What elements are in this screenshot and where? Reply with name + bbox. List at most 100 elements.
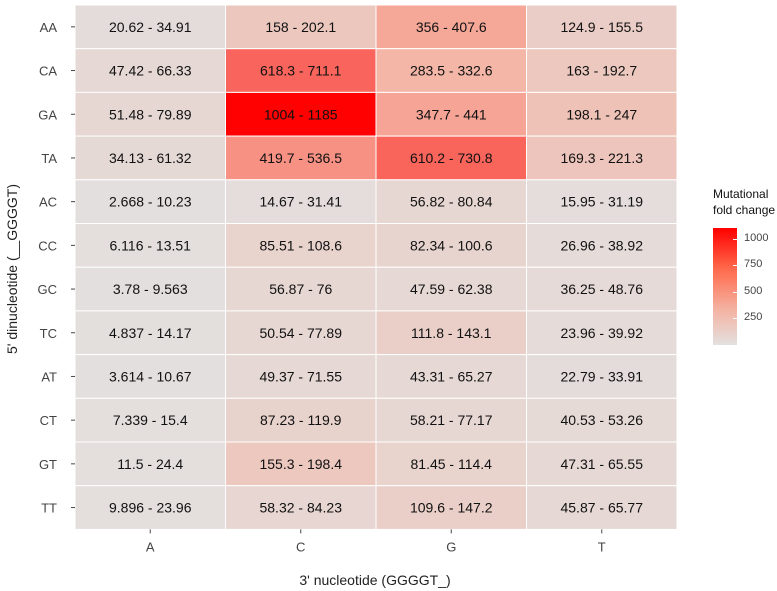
cell-label: 283.5 - 332.6: [410, 63, 493, 79]
cell-label: 43.31 - 65.27: [410, 368, 493, 384]
cell-label: 2.668 - 10.23: [109, 194, 192, 210]
legend-tick-label: 500: [744, 284, 763, 297]
cell-label: 40.53 - 53.26: [560, 412, 643, 428]
cell-label: 1004 - 1185: [264, 106, 338, 122]
heatmap-cell: [526, 223, 678, 268]
cell-label: 356 - 407.6: [416, 19, 487, 35]
cell-label: 20.62 - 34.91: [109, 19, 192, 35]
cell-label: 618.3 - 711.1: [260, 63, 342, 79]
cell-label: 4.837 - 14.17: [109, 325, 192, 341]
cell-label: 82.34 - 100.6: [410, 237, 493, 253]
cell-label: 81.45 - 114.4: [411, 456, 493, 472]
cell-label: 109.6 - 147.2: [410, 500, 493, 516]
legend-tick-mark: [733, 318, 737, 320]
y-tick-label: AT: [41, 369, 57, 384]
cell-label: 87.23 - 119.9: [260, 412, 342, 428]
legend-tick-mark: [733, 265, 737, 267]
legend-title-line-1: Mutational: [713, 187, 769, 201]
cell-label: 111.8 - 143.1: [411, 325, 492, 341]
cell-label: 169.3 - 221.3: [560, 150, 643, 166]
heatmap-cell: [74, 4, 226, 50]
x-tick-label: T: [598, 539, 606, 554]
cell-label: 155.3 - 198.4: [259, 456, 342, 472]
heatmap-cell: [375, 48, 527, 93]
heatmap-cell: [375, 397, 527, 443]
heatmap-cell: [526, 91, 678, 137]
heatmap-cell: [375, 4, 527, 50]
cell-label: 6.116 - 13.51: [110, 237, 192, 253]
heatmap-cell: [225, 397, 377, 443]
heatmap-cell: [74, 485, 226, 530]
heatmap-cell: [225, 4, 377, 50]
legend-tick-label: 1000: [744, 231, 769, 244]
cell-label: 7.339 - 15.4: [113, 412, 188, 428]
heatmap-cell: [225, 91, 377, 137]
heatmap-cell: [375, 485, 527, 530]
cell-label: 15.95 - 31.19: [560, 194, 643, 210]
y-tick-label: AC: [39, 195, 57, 210]
cell-label: 51.48 - 79.89: [109, 106, 192, 122]
y-tick-label: AA: [40, 20, 58, 35]
y-tick-label: GC: [38, 282, 58, 297]
cell-label: 45.87 - 65.77: [560, 500, 643, 516]
legend-title-line-2: fold change: [713, 203, 776, 217]
legend-tick-label: 250: [744, 311, 763, 324]
heatmap-cell: [74, 310, 226, 356]
heatmap-cell: [74, 135, 226, 181]
legend-tick-mark: [733, 238, 737, 240]
heatmap-cell: [74, 266, 226, 312]
heatmap-cell: [375, 223, 527, 268]
cell-label: 198.1 - 247: [566, 106, 637, 122]
x-tick-label: G: [446, 539, 456, 554]
heatmap-cell: [225, 179, 377, 225]
y-tick-label: CT: [40, 413, 57, 428]
cell-label: 124.9 - 155.5: [560, 19, 643, 35]
legend-tick-label: 750: [744, 258, 763, 271]
cell-label: 3.614 - 10.67: [109, 368, 192, 384]
heatmap-cell: [526, 48, 678, 93]
y-tick-label: TC: [40, 326, 57, 341]
cell-label: 163 - 192.7: [566, 63, 637, 79]
cell-label: 347.7 - 441: [416, 106, 487, 122]
cell-label: 56.82 - 80.84: [410, 194, 493, 210]
heatmap-cell: [375, 441, 527, 487]
y-tick-label: GA: [38, 107, 57, 122]
y-axis-title: 5' dinucleotide (__GGGGT): [4, 184, 20, 354]
heatmap-cell: [375, 354, 527, 399]
heatmap-cell: [526, 266, 678, 312]
heatmap-cell: [526, 179, 678, 225]
heatmap-cell: [526, 485, 678, 530]
cell-label: 56.87 - 76: [269, 281, 332, 297]
y-tick-label: GT: [39, 457, 57, 472]
cell-label: 419.7 - 536.5: [259, 150, 342, 166]
legend-colorbar: [713, 228, 737, 345]
y-tick-label: TA: [41, 151, 57, 166]
heatmap-cell: [74, 223, 226, 268]
cell-label: 158 - 202.1: [265, 19, 336, 35]
heatmap-cell: [225, 223, 377, 268]
heatmap-cell: [225, 266, 377, 312]
cell-label: 3.78 - 9.563: [113, 281, 188, 297]
cell-label: 26.96 - 38.92: [560, 237, 643, 253]
cell-label: 85.51 - 108.6: [259, 237, 342, 253]
heatmap-cell: [225, 485, 377, 530]
cell-label: 47.31 - 65.55: [560, 456, 643, 472]
x-tick-label: A: [146, 539, 155, 554]
cell-label: 14.67 - 31.41: [259, 194, 342, 210]
heatmap-cell: [375, 179, 527, 225]
x-axis-title: 3' nucleotide (GGGGT_): [299, 572, 451, 588]
heatmap-cell: [74, 179, 226, 225]
cell-label: 34.13 - 61.32: [109, 150, 192, 166]
y-tick-label: TT: [41, 501, 57, 516]
cell-label: 58.21 - 77.17: [410, 412, 493, 428]
heatmap-cell: [526, 310, 678, 356]
y-tick-label: CC: [38, 238, 57, 253]
x-tick-label: C: [296, 539, 305, 554]
cell-label: 47.59 - 62.38: [410, 281, 493, 297]
cell-label: 49.37 - 71.55: [259, 368, 342, 384]
cell-label: 50.54 - 77.89: [259, 325, 342, 341]
heatmap-cell: [225, 135, 377, 181]
heatmap-cell: [526, 135, 678, 181]
cell-label: 47.42 - 66.33: [109, 63, 192, 79]
